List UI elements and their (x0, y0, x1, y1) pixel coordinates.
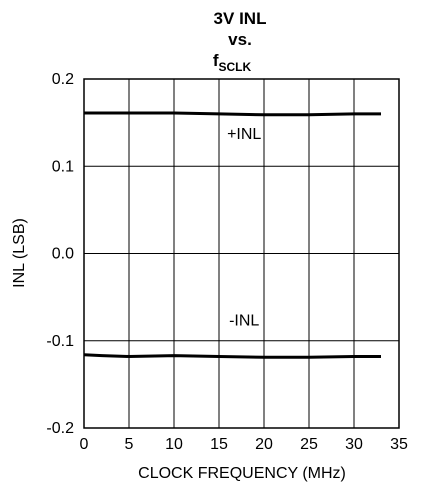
grid (84, 79, 399, 428)
title-f: f (213, 51, 219, 70)
title-subscript: SCLK (219, 60, 252, 74)
series-line-minus-inl (83, 353, 381, 359)
series-line-plus-inl (84, 111, 381, 117)
x-tick-label: 10 (165, 436, 183, 453)
x-axis-label: CLOCK FREQUENCY (MHz) (138, 465, 346, 482)
x-tick-labels: 0 5 10 15 20 25 30 35 (80, 436, 408, 453)
x-tick-label: 15 (210, 436, 228, 453)
y-tick-label: 0.0 (52, 246, 74, 263)
plot-frame (83, 78, 400, 429)
y-tick-label: 0.1 (52, 158, 74, 175)
series-annotation: +INL (227, 126, 261, 143)
y-axis-label: INL (LSB) (11, 218, 28, 288)
x-tick-label: 0 (80, 436, 89, 453)
y-tick-label: -0.1 (46, 333, 74, 350)
chart-title-line-3: fSCLK (213, 51, 252, 74)
y-tick-label: 0.2 (52, 71, 74, 88)
x-tick-label: 35 (390, 436, 408, 453)
y-tick-labels: 0.2 0.1 0.0 -0.1 -0.2 (46, 71, 74, 437)
series-group (83, 111, 381, 359)
series-annotation: -INL (229, 313, 259, 330)
x-tick-label: 5 (125, 436, 134, 453)
x-tick-label: 30 (345, 436, 363, 453)
chart-title-line-1: 3V INL (214, 9, 267, 28)
x-tick-label: 25 (300, 436, 318, 453)
y-tick-label: -0.2 (46, 420, 74, 437)
annotations: +INL -INL (227, 126, 261, 330)
chart-title-line-2: vs. (228, 30, 252, 49)
x-tick-label: 20 (255, 436, 273, 453)
